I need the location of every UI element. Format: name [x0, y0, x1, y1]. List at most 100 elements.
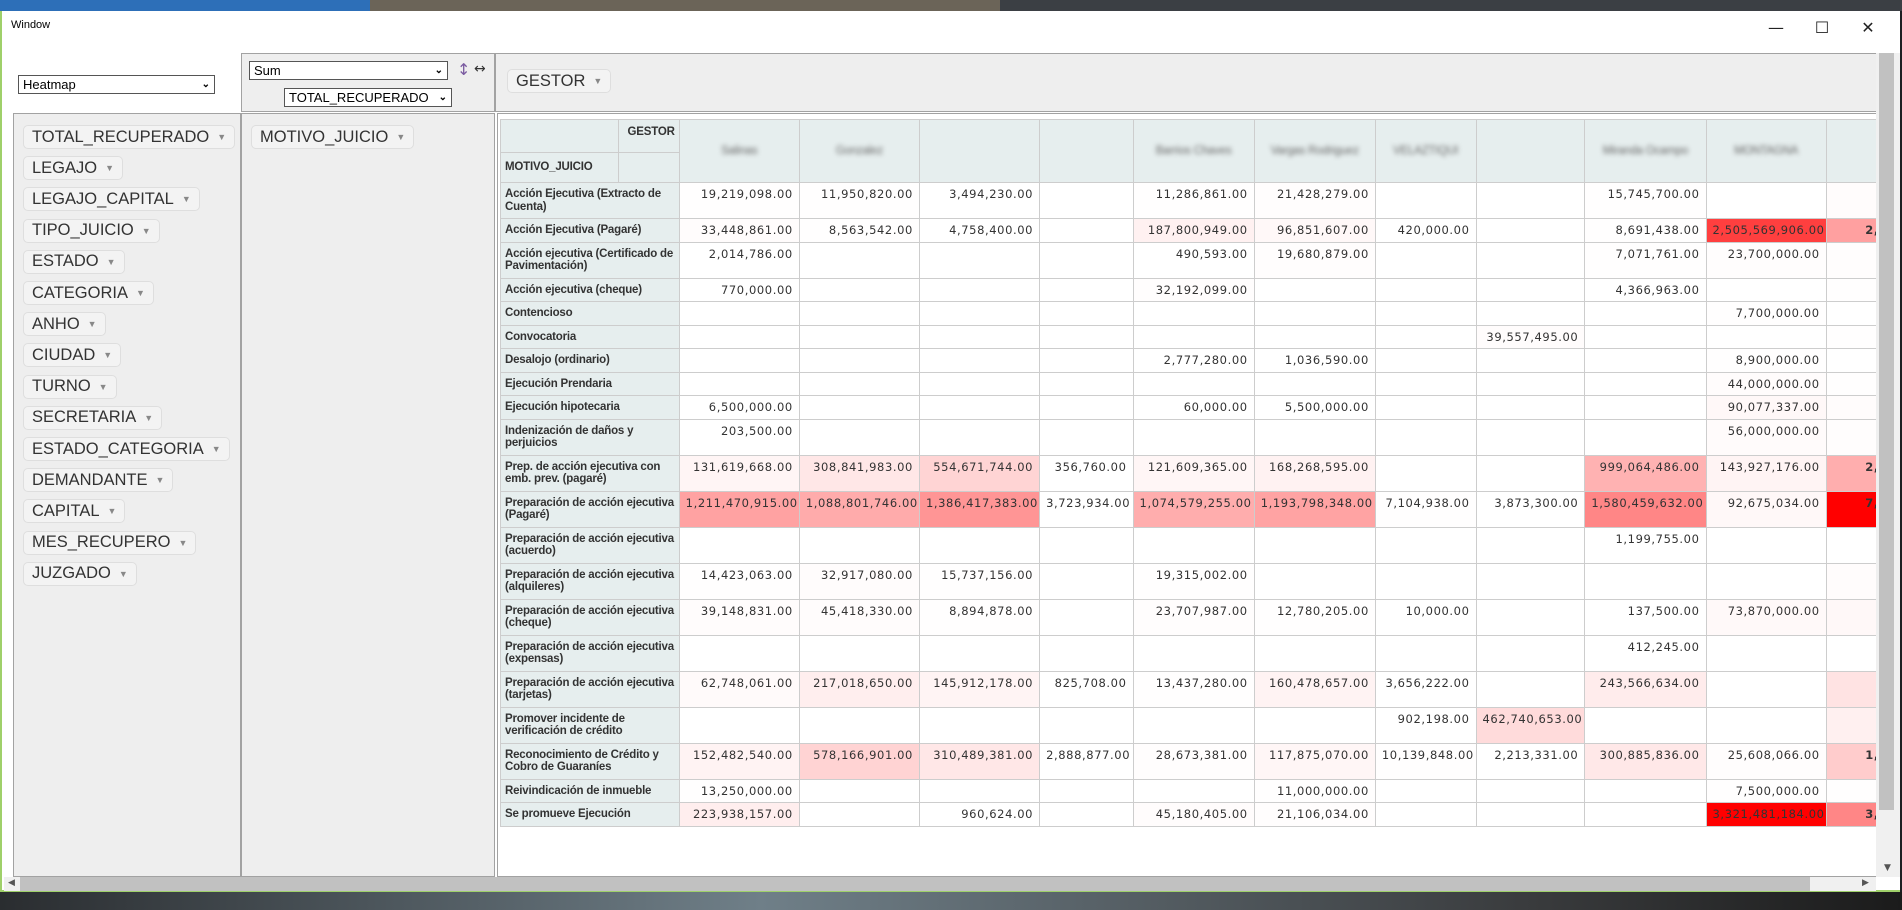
value-cell[interactable] — [1374, 277, 1477, 302]
value-cell[interactable] — [1039, 241, 1134, 279]
value-cell[interactable] — [1039, 324, 1134, 349]
value-cell[interactable] — [1475, 526, 1586, 564]
value-cell[interactable] — [1132, 706, 1255, 744]
value-cell[interactable] — [1584, 348, 1707, 373]
value-cell[interactable] — [1253, 526, 1376, 564]
value-cell[interactable] — [798, 395, 920, 420]
value-cell[interactable] — [1475, 598, 1586, 636]
value-cell[interactable] — [798, 418, 920, 456]
row-total-cell[interactable]: 3,612,666,4 — [1825, 802, 1876, 827]
value-cell[interactable] — [1584, 418, 1707, 456]
row-total-cell[interactable]: 412,2 — [1825, 634, 1876, 672]
value-cell[interactable]: 143,927,176.00 — [1705, 454, 1827, 492]
scroll-right-arrow-icon[interactable]: ▶ — [1862, 878, 1869, 888]
value-cell[interactable]: 32,192,099.00 — [1132, 277, 1255, 302]
value-cell[interactable]: 8,691,438.00 — [1584, 218, 1707, 243]
value-cell[interactable] — [1374, 562, 1477, 600]
value-cell[interactable]: 960,624.00 — [918, 802, 1041, 827]
value-cell[interactable]: 223,938,157.00 — [678, 802, 800, 827]
value-cell[interactable]: 23,700,000.00 — [1705, 241, 1827, 279]
value-cell[interactable]: 7,071,761.00 — [1584, 241, 1707, 279]
value-cell[interactable] — [1039, 526, 1134, 564]
unused-attr-pill-ciudad[interactable]: CIUDAD ▼ — [23, 343, 122, 368]
value-cell[interactable]: 39,148,831.00 — [678, 598, 800, 636]
unused-attr-pill-turno[interactable]: TURNO ▼ — [23, 374, 117, 399]
value-cell[interactable] — [1374, 371, 1477, 396]
value-cell[interactable] — [798, 301, 920, 326]
dropdown-triangle-icon[interactable]: ▼ — [141, 225, 151, 236]
value-cell[interactable] — [1374, 348, 1477, 373]
value-cell[interactable]: 90,077,337.00 — [1705, 395, 1827, 420]
value-cell[interactable]: 131,619,668.00 — [678, 454, 800, 492]
value-cell[interactable]: 1,580,459,632.00 — [1584, 490, 1707, 528]
value-cell[interactable]: 2,014,786.00 — [678, 241, 800, 279]
dropdown-triangle-icon[interactable]: ▼ — [87, 319, 97, 330]
value-cell[interactable] — [1705, 182, 1827, 219]
value-cell[interactable]: 152,482,540.00 — [678, 742, 800, 780]
value-cell[interactable] — [678, 301, 800, 326]
value-cell[interactable]: 308,841,983.00 — [798, 454, 920, 492]
unused-attr-pill-tipo-juicio[interactable]: TIPO_JUICIO ▼ — [23, 218, 160, 243]
value-cell[interactable] — [918, 526, 1041, 564]
value-cell[interactable] — [918, 301, 1041, 326]
value-cell[interactable] — [1132, 301, 1255, 326]
value-cell[interactable] — [918, 778, 1041, 803]
value-cell[interactable]: 356,760.00 — [1039, 454, 1134, 492]
value-cell[interactable] — [1475, 218, 1586, 243]
value-cell[interactable]: 137,500.00 — [1584, 598, 1707, 636]
dropdown-triangle-icon[interactable]: ▼ — [105, 163, 115, 174]
value-cell[interactable] — [1253, 301, 1376, 326]
value-cell[interactable]: 15,737,156.00 — [918, 562, 1041, 600]
value-cell[interactable]: 490,593.00 — [1132, 241, 1255, 279]
value-cell[interactable] — [1039, 802, 1134, 827]
dropdown-triangle-icon[interactable]: ▼ — [107, 506, 117, 517]
value-cell[interactable]: 11,950,820.00 — [798, 182, 920, 219]
value-cell[interactable] — [1039, 348, 1134, 373]
value-cell[interactable]: 4,758,400.00 — [918, 218, 1041, 243]
value-cell[interactable]: 160,478,657.00 — [1253, 670, 1376, 708]
value-cell[interactable] — [798, 241, 920, 279]
value-cell[interactable]: 2,777,280.00 — [1132, 348, 1255, 373]
value-cell[interactable]: 28,673,381.00 — [1132, 742, 1255, 780]
value-cell[interactable] — [1705, 670, 1827, 708]
value-cell[interactable] — [1475, 348, 1586, 373]
value-cell[interactable]: 14,423,063.00 — [678, 562, 800, 600]
row-total-cell[interactable]: 1,529,423,2 — [1825, 742, 1876, 780]
value-cell[interactable] — [918, 241, 1041, 279]
value-cell[interactable] — [1253, 706, 1376, 744]
value-cell[interactable] — [1132, 526, 1255, 564]
value-cell[interactable]: 32,917,080.00 — [798, 562, 920, 600]
value-cell[interactable] — [678, 348, 800, 373]
value-cell[interactable] — [678, 634, 800, 672]
value-cell[interactable] — [1475, 802, 1586, 827]
value-cell[interactable] — [678, 371, 800, 396]
value-cell[interactable] — [1374, 802, 1477, 827]
value-cell[interactable] — [1132, 418, 1255, 456]
value-cell[interactable] — [798, 634, 920, 672]
value-cell[interactable]: 1,036,590.00 — [1253, 348, 1376, 373]
row-total-cell[interactable]: 2,428,359,7 — [1825, 454, 1876, 492]
value-cell[interactable]: 1,193,798,348.00 — [1253, 490, 1376, 528]
row-total-cell[interactable]: 463,642,8 — [1825, 706, 1876, 744]
value-cell[interactable] — [1039, 598, 1134, 636]
row-total-cell[interactable]: 31,750,0 — [1825, 778, 1876, 803]
value-cell[interactable] — [1374, 241, 1477, 279]
value-cell[interactable] — [1584, 802, 1707, 827]
sort-cols-icon[interactable]: ↔ — [474, 61, 486, 77]
value-cell[interactable]: 60,000.00 — [1132, 395, 1255, 420]
value-cell[interactable]: 19,680,879.00 — [1253, 241, 1376, 279]
value-cell[interactable] — [798, 371, 920, 396]
value-cell[interactable] — [1584, 324, 1707, 349]
value-cell[interactable] — [1475, 395, 1586, 420]
value-cell[interactable] — [918, 395, 1041, 420]
value-cell[interactable] — [1475, 182, 1586, 219]
value-cell[interactable] — [1253, 562, 1376, 600]
value-cell[interactable]: 3,494,230.00 — [918, 182, 1041, 219]
dropdown-triangle-icon[interactable]: ▼ — [118, 568, 128, 579]
value-cell[interactable] — [1475, 670, 1586, 708]
value-cell[interactable] — [1584, 371, 1707, 396]
value-cell[interactable]: 117,875,070.00 — [1253, 742, 1376, 780]
value-cell[interactable]: 96,851,607.00 — [1253, 218, 1376, 243]
value-cell[interactable] — [918, 418, 1041, 456]
value-cell[interactable] — [918, 277, 1041, 302]
